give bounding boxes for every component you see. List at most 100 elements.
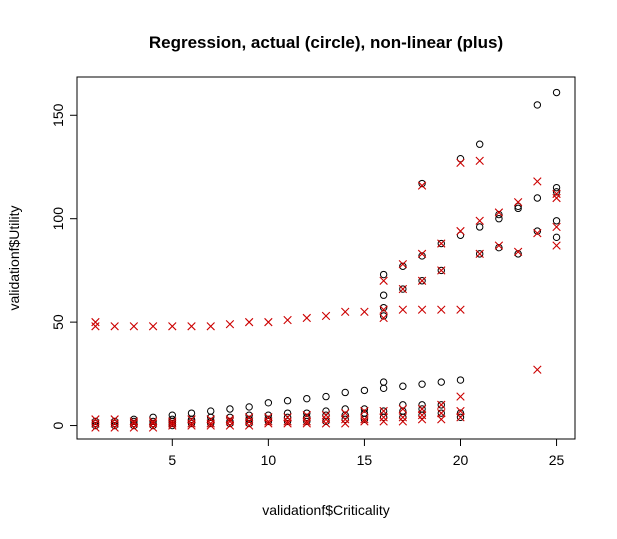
- actual-point: [187, 417, 196, 426]
- non-linear-point: [456, 305, 465, 314]
- non-linear-point: [206, 421, 215, 430]
- non-linear-point: [341, 307, 350, 316]
- actual-point: [552, 188, 561, 196]
- actual-point: [149, 413, 157, 421]
- actual-point: [456, 413, 465, 421]
- y-tick-label: 50: [50, 314, 66, 330]
- non-linear-point: [417, 415, 427, 424]
- non-linear-point: [187, 415, 196, 424]
- non-linear-point: [148, 423, 158, 432]
- y-tick-label: 0: [50, 421, 66, 429]
- non-linear-point: [283, 419, 292, 428]
- actual-point: [418, 252, 426, 260]
- non-linear-point: [513, 247, 523, 256]
- actual-point: [495, 243, 503, 252]
- non-linear-point: [302, 313, 311, 323]
- actual-point: [418, 405, 426, 413]
- actual-point: [379, 312, 388, 320]
- actual-point: [110, 417, 119, 426]
- non-linear-point: [533, 177, 542, 186]
- non-linear-point: [456, 392, 465, 401]
- actual-point: [207, 417, 215, 426]
- actual-point: [91, 421, 100, 430]
- non-linear-point: [110, 322, 119, 331]
- actual-point: [379, 270, 388, 279]
- actual-point: [245, 415, 253, 424]
- actual-point: [399, 262, 407, 270]
- y-axis: 0 50 100 150: [50, 103, 78, 429]
- non-linear-point: [148, 417, 158, 426]
- actual-point: [437, 409, 445, 417]
- actual-point: [110, 419, 119, 428]
- actual-point: [149, 417, 157, 426]
- actual-point: [226, 405, 234, 413]
- actual-point: [379, 384, 388, 393]
- non-linear-point: [475, 216, 484, 225]
- actual-point: [456, 231, 465, 239]
- non-linear-point: [456, 158, 465, 168]
- non-linear-point: [360, 406, 369, 416]
- non-linear-point: [244, 421, 254, 430]
- actual-point: [552, 217, 561, 225]
- non-linear-point: [283, 417, 292, 426]
- non-linear-point: [341, 408, 350, 418]
- non-linear-point: [379, 417, 388, 426]
- non-linear-point: [110, 419, 119, 428]
- actual-point: [303, 413, 311, 421]
- actual-point: [264, 399, 273, 407]
- non-linear-point: [225, 421, 235, 430]
- chart-title: Regression, actual (circle), non-linear …: [149, 33, 503, 52]
- actual-point: [552, 88, 561, 97]
- actual-point: [168, 415, 176, 424]
- non-linear-point: [552, 189, 561, 199]
- actual-point: [552, 233, 561, 242]
- actual-point: [245, 419, 253, 428]
- actual-point: [379, 378, 388, 386]
- non-linear-point: [398, 284, 408, 294]
- actual-point: [360, 386, 369, 395]
- non-linear-point: [360, 415, 369, 424]
- actual-point: [91, 419, 100, 428]
- actual-point: [207, 407, 215, 415]
- actual-point: [379, 291, 388, 299]
- non-linear-point: [360, 307, 369, 316]
- non-linear-point: [244, 317, 254, 327]
- non-linear-point: [437, 305, 446, 314]
- actual-point: [264, 411, 273, 419]
- non-linear-point: [225, 320, 235, 329]
- non-linear-point: [244, 413, 254, 422]
- y-axis-label: validationf$Utility: [6, 205, 22, 310]
- non-linear-point: [187, 419, 196, 428]
- actual-point: [341, 415, 349, 424]
- non-linear-point: [398, 260, 408, 269]
- non-linear-point: [494, 241, 504, 250]
- non-linear-point: [437, 400, 446, 410]
- non-linear-point: [437, 239, 446, 248]
- series-actual: [91, 88, 561, 430]
- non-linear-point: [417, 411, 427, 420]
- actual-point: [379, 303, 388, 312]
- non-linear-point: [206, 415, 215, 424]
- non-linear-point: [379, 276, 388, 285]
- actual-point: [533, 194, 542, 202]
- x-axis-label: validationf$Criticality: [262, 502, 390, 518]
- actual-point: [437, 239, 445, 248]
- actual-point: [399, 382, 407, 390]
- non-linear-point: [379, 406, 388, 416]
- non-linear-point: [264, 417, 273, 426]
- actual-point: [399, 401, 407, 409]
- non-linear-point: [360, 417, 369, 426]
- actual-point: [91, 417, 100, 426]
- actual-point: [552, 183, 561, 192]
- non-linear-point: [417, 276, 427, 285]
- non-linear-point: [321, 311, 331, 321]
- non-linear-point: [398, 417, 408, 426]
- series-non-linear: [91, 156, 561, 432]
- actual-point: [437, 401, 445, 409]
- non-linear-point: [417, 404, 427, 414]
- actual-point: [130, 419, 138, 428]
- non-linear-point: [417, 249, 427, 259]
- non-linear-point: [264, 413, 273, 422]
- actual-point: [456, 409, 465, 417]
- actual-point: [303, 394, 311, 403]
